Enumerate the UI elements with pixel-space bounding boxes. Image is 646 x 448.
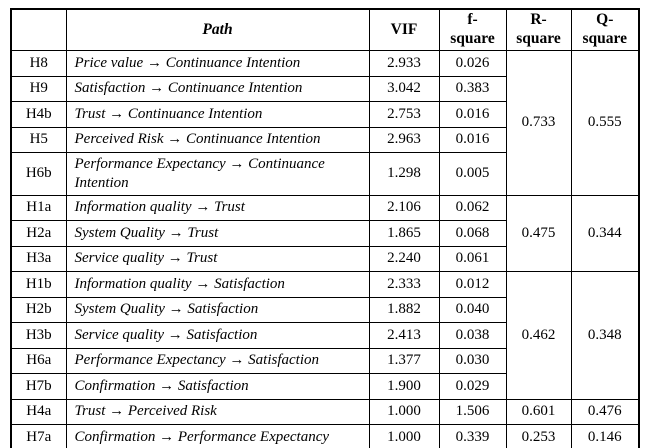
f-square-cell: 0.026 [438, 50, 507, 77]
hypothesis-cell: H1b [10, 271, 67, 298]
table-row: H1a Information quality → Trust 2.106 0.062… [10, 194, 640, 272]
path-cell: Service quality → Trust [65, 245, 370, 272]
vif-cell: 2.106 [368, 194, 440, 221]
vif-cell: 1.298 [368, 152, 440, 196]
vif-cell: 2.933 [368, 50, 440, 77]
r-square-cell: 0.253 [505, 424, 572, 448]
results-table: Path VIF f- square R- square Q- square H… [10, 8, 640, 448]
vif-cell: 1.882 [368, 296, 440, 323]
hypothesis-cell: H9 [10, 75, 67, 102]
r-square-cell: 0.601 [505, 398, 572, 425]
path-cell: Information quality → Satisfaction [65, 271, 370, 298]
hypothesis-cell: H2b [10, 296, 67, 323]
vif-cell: 1.865 [368, 220, 440, 247]
vif-cell: 2.963 [368, 126, 440, 153]
path-cell: Satisfaction → Continuance Intention [65, 75, 370, 102]
hypothesis-cell: H4b [10, 101, 67, 128]
table-row: H5 Perceived Risk → Continuance Intention… [10, 126, 639, 153]
hypothesis-cell: H6b [10, 152, 67, 196]
f-square-cell: 0.012 [438, 271, 507, 298]
f-square-cell: 0.005 [438, 152, 507, 196]
hypothesis-cell: H8 [10, 50, 67, 77]
table-row: H7b Confirmation → Satisfaction 1.900 0.029 [10, 373, 639, 400]
q-square-cell: 0.344 [570, 194, 640, 272]
path-cell: Service quality → Satisfaction [65, 322, 370, 349]
path-cell: Trust → Perceived Risk [65, 398, 370, 425]
table-row: H3a Service quality → Trust 2.240 0.061 [10, 245, 639, 272]
table-row: H4b Trust → Continuance Intention 2.753 0.0… [10, 101, 639, 128]
f-square-cell: 0.016 [438, 126, 507, 153]
col-header-q-square: Q- square [570, 8, 640, 51]
col-header-vif: VIF [368, 8, 440, 51]
q-square-cell: 0.146 [570, 424, 640, 448]
vif-cell: 1.000 [368, 424, 440, 448]
q-square-cell: 0.476 [570, 398, 640, 425]
table-row: H2a System Quality → Trust 1.865 0.068 [10, 220, 639, 247]
r-square-cell: 0.462 [505, 271, 572, 400]
table-row: H6b Performance Expectancy → Continuance … [10, 152, 639, 196]
vif-cell: 1.900 [368, 373, 440, 400]
path-cell: Performance Expectancy → Satisfaction [65, 347, 370, 374]
path-cell: Confirmation → Satisfaction [65, 373, 370, 400]
col-header-path: Path [65, 8, 370, 51]
r-square-cell: 0.475 [505, 194, 572, 272]
table-row: H3b Service quality → Satisfaction 2.413 0.… [10, 322, 639, 349]
f-square-cell: 0.061 [438, 245, 507, 272]
col-header-hypothesis [10, 8, 67, 51]
path-cell: Price value → Continuance Intention [65, 50, 370, 77]
path-cell: Trust → Continuance Intention [65, 101, 370, 128]
table-row: H8 Price value → Continuance Intention 2.9… [10, 50, 640, 196]
f-square-cell: 0.038 [438, 322, 507, 349]
table-row: H2b System Quality → Satisfaction 1.882 0.0… [10, 296, 639, 323]
f-square-cell: 0.339 [438, 424, 507, 448]
path-cell: Perceived Risk → Continuance Intention [65, 126, 370, 153]
table-row: H4a Trust → Perceived Risk 1.000 1.506 0.601… [10, 398, 640, 425]
hypothesis-cell: H2a [10, 220, 67, 247]
vif-cell: 3.042 [368, 75, 440, 102]
table-row: H9 Satisfaction → Continuance Intention 3.… [10, 75, 639, 102]
vif-cell: 2.753 [368, 101, 440, 128]
header-row: Path VIF f- square R- square Q- square [10, 8, 640, 51]
vif-cell: 2.333 [368, 271, 440, 298]
f-square-cell: 0.040 [438, 296, 507, 323]
r-square-cell: 0.733 [505, 50, 572, 196]
f-square-cell: 0.383 [438, 75, 507, 102]
f-square-cell: 0.029 [438, 373, 507, 400]
hypothesis-cell: H7b [10, 373, 67, 400]
table-row: H1b Information quality → Satisfaction 2.3… [10, 271, 640, 400]
vif-cell: 1.377 [368, 347, 440, 374]
path-cell: Confirmation → Performance Expectancy [65, 424, 370, 448]
f-square-cell: 0.016 [438, 101, 507, 128]
f-square-cell: 0.068 [438, 220, 507, 247]
hypothesis-cell: H7a [10, 424, 67, 448]
hypothesis-cell: H6a [10, 347, 67, 374]
col-header-r-square: R- square [505, 8, 572, 51]
hypothesis-cell: H3a [10, 245, 67, 272]
table-row: H7a Confirmation → Performance Expectancy… [10, 424, 640, 448]
table-body: H8 Price value → Continuance Intention 2.9… [10, 50, 640, 448]
vif-cell: 2.240 [368, 245, 440, 272]
q-square-cell: 0.348 [570, 271, 640, 400]
hypothesis-cell: H5 [10, 126, 67, 153]
col-header-f-square: f- square [438, 8, 507, 51]
path-cell: Performance Expectancy → Continuance Int… [65, 152, 370, 196]
path-cell: System Quality → Satisfaction [65, 296, 370, 323]
path-cell: System Quality → Trust [65, 220, 370, 247]
q-square-cell: 0.555 [570, 50, 640, 196]
vif-cell: 1.000 [368, 398, 440, 425]
path-cell: Information quality → Trust [65, 194, 370, 221]
hypothesis-cell: H1a [10, 194, 67, 221]
f-square-cell: 0.062 [438, 194, 507, 221]
hypothesis-cell: H3b [10, 322, 67, 349]
hypothesis-cell: H4a [10, 398, 67, 425]
f-square-cell: 0.030 [438, 347, 507, 374]
vif-cell: 2.413 [368, 322, 440, 349]
table-row: H6a Performance Expectancy → Satisfaction… [10, 347, 639, 374]
f-square-cell: 1.506 [438, 398, 507, 425]
